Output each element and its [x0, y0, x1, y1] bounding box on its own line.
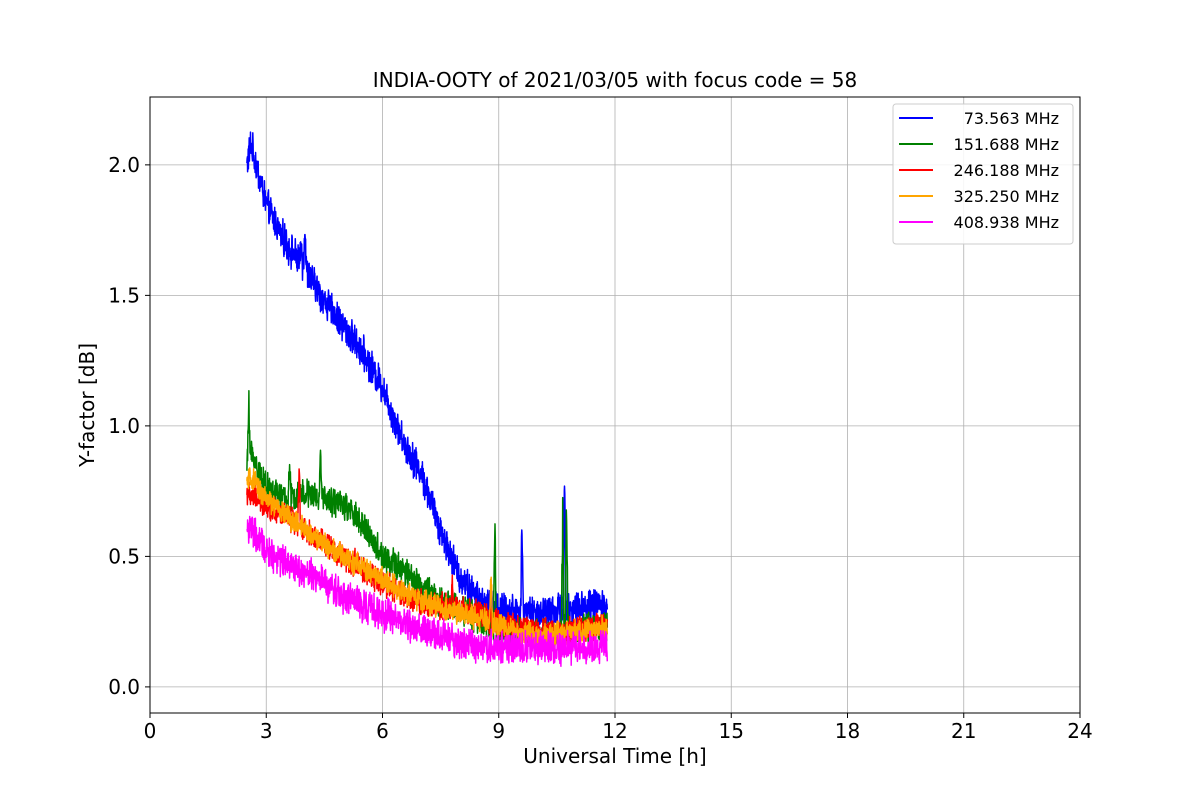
legend-box: [892, 103, 1074, 245]
legend: 73.563 MHz 151.688 MHz 246.188 MHz 325.250 …: [892, 103, 1074, 245]
chart-title: INDIA-OOTY of 2021/03/05 with focus code…: [373, 68, 857, 92]
legend-label: 246.188 MHz: [954, 161, 1059, 180]
y-tick-label: 0.0: [108, 675, 140, 699]
legend-label: 325.250 MHz: [954, 187, 1059, 206]
legend-label: 73.563 MHz: [964, 109, 1059, 128]
y-tick-label: 2.0: [108, 153, 140, 177]
x-tick-label: 9: [492, 719, 505, 743]
x-axis-label: Universal Time [h]: [523, 744, 706, 768]
x-tick-label: 18: [835, 719, 860, 743]
series-line: [246, 131, 609, 631]
y-tick-label: 1.0: [108, 414, 140, 438]
legend-label: 151.688 MHz: [954, 135, 1059, 154]
x-tick-label: 24: [1067, 719, 1092, 743]
x-tick-label: 15: [719, 719, 744, 743]
series-line: [246, 467, 609, 649]
x-tick-label: 12: [602, 719, 627, 743]
x-tick-label: 3: [260, 719, 273, 743]
ticks: 0 3 6 9 12 15 18 21 24 0.0 0.5 1.0 1.5 2.0: [108, 153, 1093, 743]
y-tick-label: 1.5: [108, 283, 140, 307]
legend-label: 408.938 MHz: [954, 213, 1059, 232]
series-layer: [246, 131, 609, 668]
x-tick-label: 6: [376, 719, 389, 743]
series-line: [246, 515, 609, 668]
x-tick-label: 0: [144, 719, 157, 743]
x-tick-label: 21: [951, 719, 976, 743]
y-tick-label: 0.5: [108, 544, 140, 568]
y-axis-label: Y-factor [dB]: [75, 343, 99, 468]
